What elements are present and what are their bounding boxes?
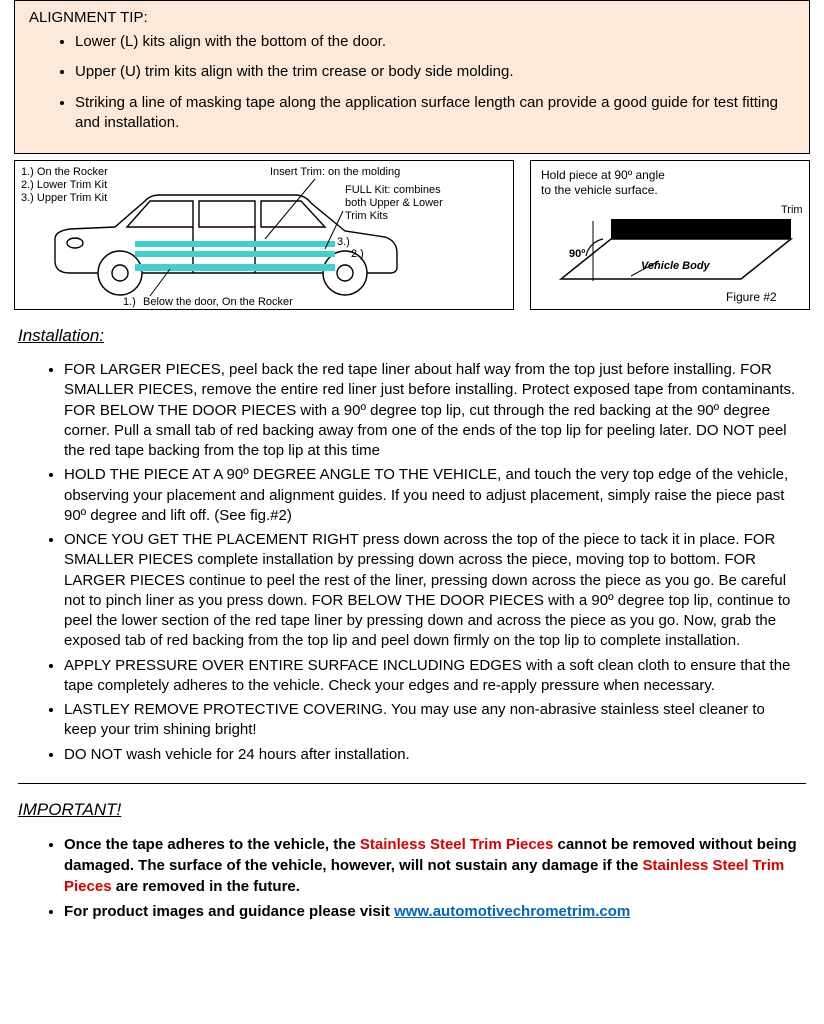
full-kit-line2: both Upper & Lower: [345, 197, 443, 209]
trim-piece: [611, 219, 791, 239]
figure-label: Figure #2: [726, 290, 777, 304]
callout-3: 3.): [337, 236, 350, 248]
tip-item: Upper (U) trim kits align with the trim …: [75, 62, 795, 82]
tip-title: ALIGNMENT TIP:: [29, 9, 795, 26]
angle-label: 90º: [569, 248, 585, 260]
tip-list: Lower (L) kits align with the bottom of …: [29, 32, 795, 133]
diagrams-row: 1.) On the Rocker 2.) Lower Trim Kit 3.)…: [14, 160, 810, 310]
insert-trim-label: Insert Trim: on the molding: [270, 166, 400, 178]
below-door-label: Below the door, On the Rocker: [143, 296, 293, 308]
installation-item: APPLY PRESSURE OVER ENTIRE SURFACE INCLU…: [64, 656, 798, 697]
product-link[interactable]: www.automotivechrometrim.com: [394, 903, 630, 920]
upper-trim-stripe: [135, 241, 335, 247]
divider: [18, 783, 806, 784]
hold-text-2: to the vehicle surface.: [541, 183, 658, 197]
full-kit-line1: FULL Kit: combines: [345, 184, 441, 196]
important-list: Once the tape adheres to the vehicle, th…: [0, 834, 824, 922]
installation-item: FOR LARGER PIECES, peel back the red tap…: [64, 360, 798, 461]
callout-1: 1.): [123, 296, 136, 308]
callout-2: 2.): [351, 248, 364, 260]
body-label: Vehicle Body: [641, 260, 711, 272]
lower-trim-stripe: [135, 251, 335, 257]
legend-1: 1.) On the Rocker: [21, 166, 108, 178]
tip-item: Striking a line of masking tape along th…: [75, 93, 795, 134]
important-text: are removed in the future.: [112, 878, 300, 895]
hold-text-1: Hold piece at 90º angle: [541, 168, 665, 182]
installation-item: DO NOT wash vehicle for 24 hours after i…: [64, 745, 798, 765]
installation-item: HOLD THE PIECE AT A 90º DEGREE ANGLE TO …: [64, 465, 798, 526]
important-item-2: For product images and guidance please v…: [64, 901, 798, 922]
installation-item: ONCE YOU GET THE PLACEMENT RIGHT press d…: [64, 530, 798, 652]
angle-diagram: Hold piece at 90º angle to the vehicle s…: [530, 160, 810, 310]
legend-2: 2.) Lower Trim Kit: [21, 179, 107, 191]
important-text: For product images and guidance please v…: [64, 903, 394, 920]
rocker-trim-stripe: [135, 264, 335, 271]
trim-label: Trim: [781, 204, 803, 216]
important-text: Once the tape adheres to the vehicle, th…: [64, 836, 360, 853]
full-kit-line3: Trim Kits: [345, 210, 388, 222]
legend-3: 3.) Upper Trim Kit: [21, 192, 107, 204]
tip-item: Lower (L) kits align with the bottom of …: [75, 32, 795, 52]
installation-heading: Installation:: [18, 326, 824, 346]
alignment-tip-box: ALIGNMENT TIP: Lower (L) kits align with…: [14, 0, 810, 154]
installation-item: LASTLEY REMOVE PROTECTIVE COVERING. You …: [64, 700, 798, 741]
important-heading: IMPORTANT!: [18, 800, 824, 820]
important-item-1: Once the tape adheres to the vehicle, th…: [64, 834, 798, 897]
installation-list: FOR LARGER PIECES, peel back the red tap…: [0, 360, 824, 765]
red-highlight: Stainless Steel Trim Pieces: [360, 836, 553, 853]
car-diagram: 1.) On the Rocker 2.) Lower Trim Kit 3.)…: [14, 160, 514, 310]
